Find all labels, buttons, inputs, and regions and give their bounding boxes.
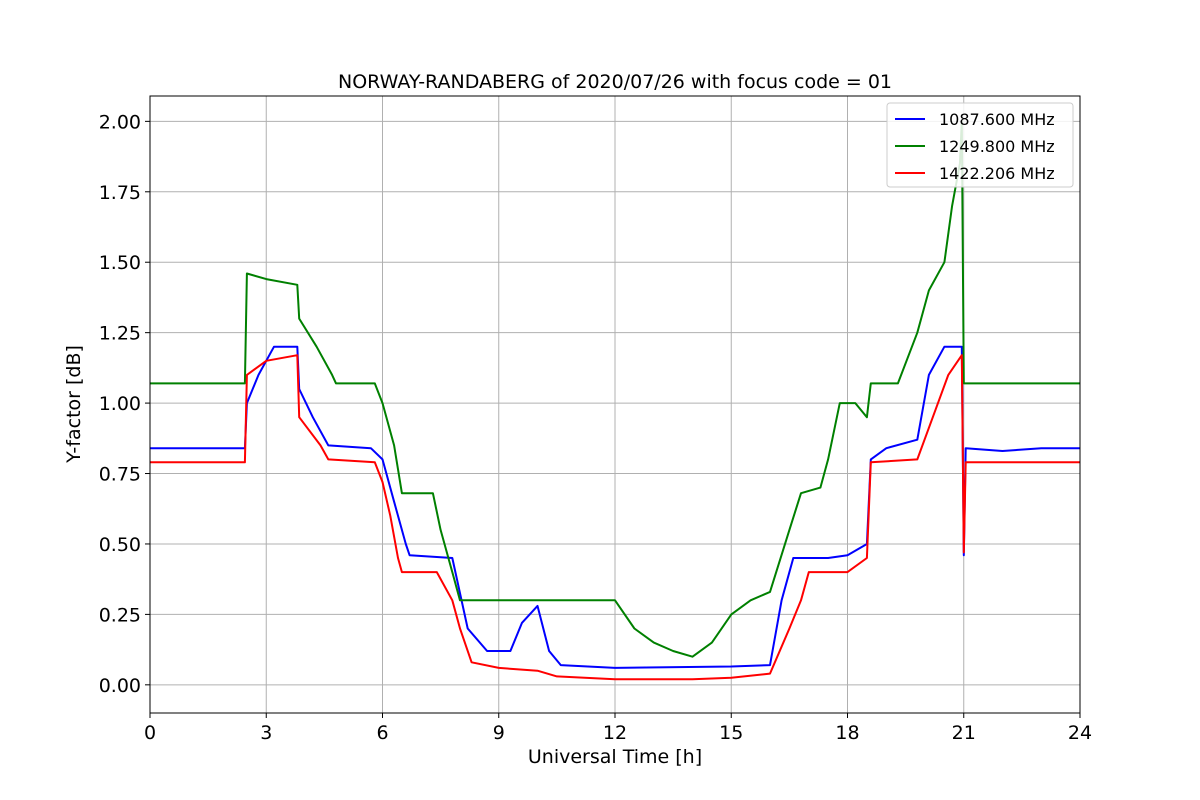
y-tick-label: 1.25: [99, 323, 141, 345]
y-tick-label: 1.75: [99, 182, 141, 204]
y-tick-label: 0.50: [99, 534, 141, 556]
x-axis-label: Universal Time [h]: [528, 746, 702, 768]
chart-title: NORWAY-RANDABERG of 2020/07/26 with focu…: [338, 71, 892, 93]
legend: 1087.600 MHz 1249.800 MHz 1422.206 MHz: [886, 102, 1074, 188]
y-tick-label: 0.75: [99, 464, 141, 486]
x-tick-label: 18: [835, 722, 859, 744]
x-tick-label: 0: [144, 722, 156, 744]
y-axis-label: Y-factor [dB]: [63, 345, 85, 464]
y-tick-label: 0.25: [99, 604, 141, 626]
y-tick-label: 0.00: [99, 675, 141, 697]
y-tick-label: 1.50: [99, 252, 141, 274]
grid: [149, 96, 1081, 713]
x-tick-label: 15: [719, 722, 743, 744]
x-tick-label: 12: [603, 722, 627, 744]
x-tick-label: 21: [952, 722, 976, 744]
legend-label-2: 1422.206 MHz: [939, 164, 1055, 183]
legend-label-1: 1249.800 MHz: [939, 137, 1055, 156]
x-ticks: 0 3 6 9 12 15 18 21 24: [144, 713, 1092, 744]
y-tick-label: 2.00: [99, 111, 141, 133]
y-ticks: 0.00 0.25 0.50 0.75 1.00 1.25 1.50 1.75 2.00: [99, 111, 150, 697]
legend-label-0: 1087.600 MHz: [939, 110, 1055, 129]
x-tick-label: 9: [493, 722, 505, 744]
x-tick-label: 24: [1068, 722, 1092, 744]
x-tick-label: 3: [260, 722, 272, 744]
series-line-1: [150, 120, 1080, 658]
legend-box: [886, 102, 1074, 188]
x-tick-label: 6: [376, 722, 388, 744]
y-tick-label: 1.00: [99, 393, 141, 415]
series-layer: [150, 120, 1080, 681]
series-line-0: [150, 345, 1080, 669]
series-line-2: [150, 354, 1080, 681]
